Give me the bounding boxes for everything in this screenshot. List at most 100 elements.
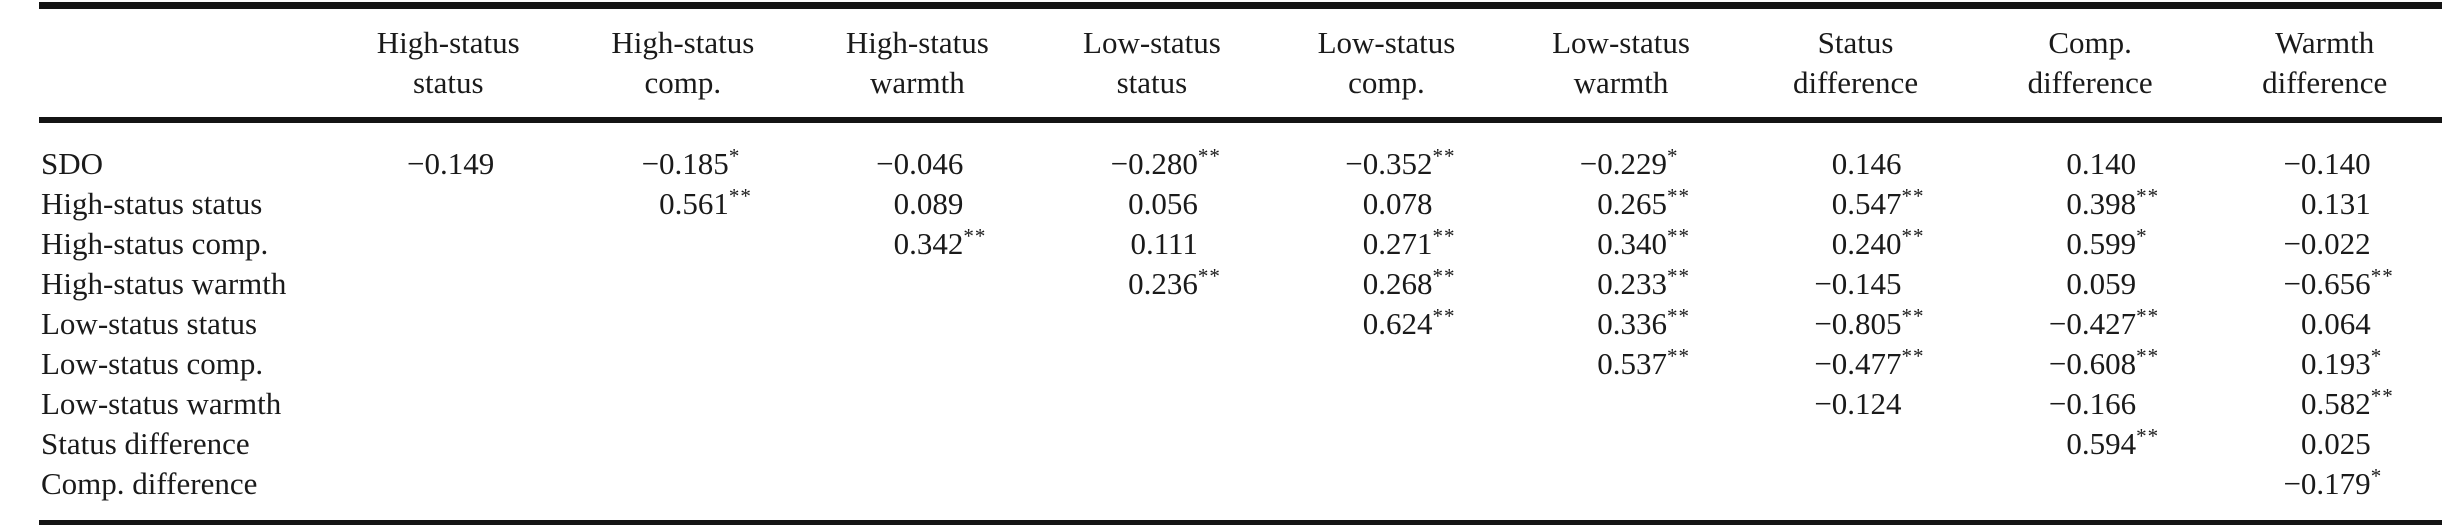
correlation-cell: −0.149	[331, 144, 566, 184]
column-header-line2: warmth	[870, 65, 965, 100]
column-header-line2: warmth	[1573, 65, 1669, 100]
correlation-value: 0.236	[1128, 266, 1198, 301]
table-row-7: Status difference 0.594** 0.025	[39, 424, 2442, 464]
correlation-cell: −0.022	[2207, 224, 2442, 264]
correlation-value: 0.064	[2300, 306, 2371, 341]
column-header-line1: Warmth	[2275, 25, 2375, 60]
column-header-line1: Low-status	[1552, 25, 1690, 60]
correlation-cell: 0.089	[800, 184, 1035, 224]
correlation-value: 0.146	[1831, 146, 1902, 181]
column-header-1: High-status comp.	[566, 6, 801, 121]
correlation-value: −0.179	[2283, 466, 2371, 501]
column-header-3: Low-status status	[1035, 6, 1270, 121]
correlation-cell: −0.166	[1973, 384, 2208, 424]
correlation-value: 0.624	[1362, 306, 1433, 341]
correlation-cell: 0.078	[1269, 184, 1504, 224]
correlation-value: 0.340	[1597, 226, 1667, 261]
table-row-8: Comp. difference −0.179*	[39, 464, 2442, 504]
correlation-cell	[1738, 464, 1973, 504]
correlation-cell	[1035, 304, 1270, 344]
correlation-cell	[1035, 424, 1270, 464]
correlation-table: High-status status High-status comp. High-st…	[39, 2, 2442, 525]
correlation-cell: 0.624**	[1269, 304, 1504, 344]
correlation-cell	[1269, 464, 1504, 504]
correlation-cell: −0.124	[1738, 384, 1973, 424]
correlation-cell: 0.111	[1035, 224, 1270, 264]
correlation-cell	[566, 464, 801, 504]
correlation-cell: 0.561**	[566, 184, 801, 224]
table-row-5: Low-status comp. 0.537** −0.477** −0.608** 0…	[39, 344, 2442, 384]
correlation-value: 0.342	[893, 226, 964, 261]
correlation-cell: −0.179*	[2207, 464, 2442, 504]
correlation-cell	[331, 424, 566, 464]
correlation-cell	[1035, 384, 1270, 424]
correlation-value: 0.582	[2300, 386, 2371, 421]
correlation-cell: −0.280**	[1035, 144, 1270, 184]
correlation-value: −0.229	[1579, 146, 1667, 181]
correlation-cell: 0.193*	[2207, 344, 2442, 384]
correlation-value: −0.046	[876, 146, 964, 181]
header-row: High-status status High-status comp. High-st…	[39, 6, 2442, 121]
table-row-1: High-status status 0.561** 0.089 0.056 0.078…	[39, 184, 2442, 224]
column-header-line2: comp.	[1348, 65, 1425, 100]
table-row-4: Low-status status 0.624** 0.336** −0.805** −…	[39, 304, 2442, 344]
correlation-value: 0.537	[1597, 346, 1667, 381]
correlation-cell: −0.046	[800, 144, 1035, 184]
spacer-row-bottom	[39, 504, 2442, 523]
correlation-cell	[331, 184, 566, 224]
column-header-line1: Low-status	[1083, 25, 1221, 60]
column-header-6: Status difference	[1738, 6, 1973, 121]
row-label: High-status comp.	[41, 226, 269, 261]
row-label: SDO	[41, 146, 104, 181]
correlation-cell	[1504, 384, 1739, 424]
correlation-cell	[800, 264, 1035, 304]
correlation-value: 0.594	[2066, 426, 2137, 461]
correlation-cell: 0.236**	[1035, 264, 1270, 304]
correlation-value: −0.656	[2283, 266, 2371, 301]
correlation-value: 0.056	[1128, 186, 1198, 221]
correlation-cell	[1035, 344, 1270, 384]
correlation-cell	[566, 304, 801, 344]
correlation-cell: 0.240**	[1738, 224, 1973, 264]
correlation-cell: 0.146	[1738, 144, 1973, 184]
correlation-cell	[800, 344, 1035, 384]
correlation-cell	[1035, 464, 1270, 504]
correlation-cell: 0.265**	[1504, 184, 1739, 224]
table-row-6: Low-status warmth −0.124 −0.166 0.582**	[39, 384, 2442, 424]
correlation-value: 0.265	[1597, 186, 1667, 221]
correlation-cell: −0.656**	[2207, 264, 2442, 304]
spacer-row-top	[39, 120, 2442, 144]
correlation-cell: 0.059	[1973, 264, 2208, 304]
correlation-cell	[331, 344, 566, 384]
correlation-cell: −0.805**	[1738, 304, 1973, 344]
row-label: Low-status comp.	[41, 346, 264, 381]
correlation-cell: −0.145	[1738, 264, 1973, 304]
column-header-5: Low-status warmth	[1504, 6, 1739, 121]
correlation-cell	[331, 464, 566, 504]
column-header-line1: High-status	[376, 25, 520, 60]
correlation-cell: 0.537**	[1504, 344, 1739, 384]
spacer-cell	[39, 504, 2442, 523]
column-header-line1: Status	[1817, 25, 1894, 60]
correlation-cell	[1269, 424, 1504, 464]
correlation-cell: −0.477**	[1738, 344, 1973, 384]
correlation-cell	[1973, 464, 2208, 504]
row-label: Comp. difference	[41, 466, 258, 501]
correlation-cell: 0.547**	[1738, 184, 1973, 224]
correlation-cell: 0.271**	[1269, 224, 1504, 264]
correlation-cell: 0.599*	[1973, 224, 2208, 264]
correlation-cell	[1269, 344, 1504, 384]
row-label: Low-status status	[41, 306, 258, 341]
correlation-value: −0.352	[1345, 146, 1433, 181]
correlation-value: 0.233	[1597, 266, 1667, 301]
correlation-cell	[1269, 384, 1504, 424]
row-label: High-status status	[41, 186, 263, 221]
correlation-cell: 0.233**	[1504, 264, 1739, 304]
correlation-cell	[331, 304, 566, 344]
correlation-value: −0.145	[1814, 266, 1902, 301]
correlation-cell	[566, 424, 801, 464]
correlation-cell	[566, 344, 801, 384]
row-label: Low-status warmth	[41, 386, 282, 421]
correlation-cell	[800, 424, 1035, 464]
correlation-cell	[331, 224, 566, 264]
